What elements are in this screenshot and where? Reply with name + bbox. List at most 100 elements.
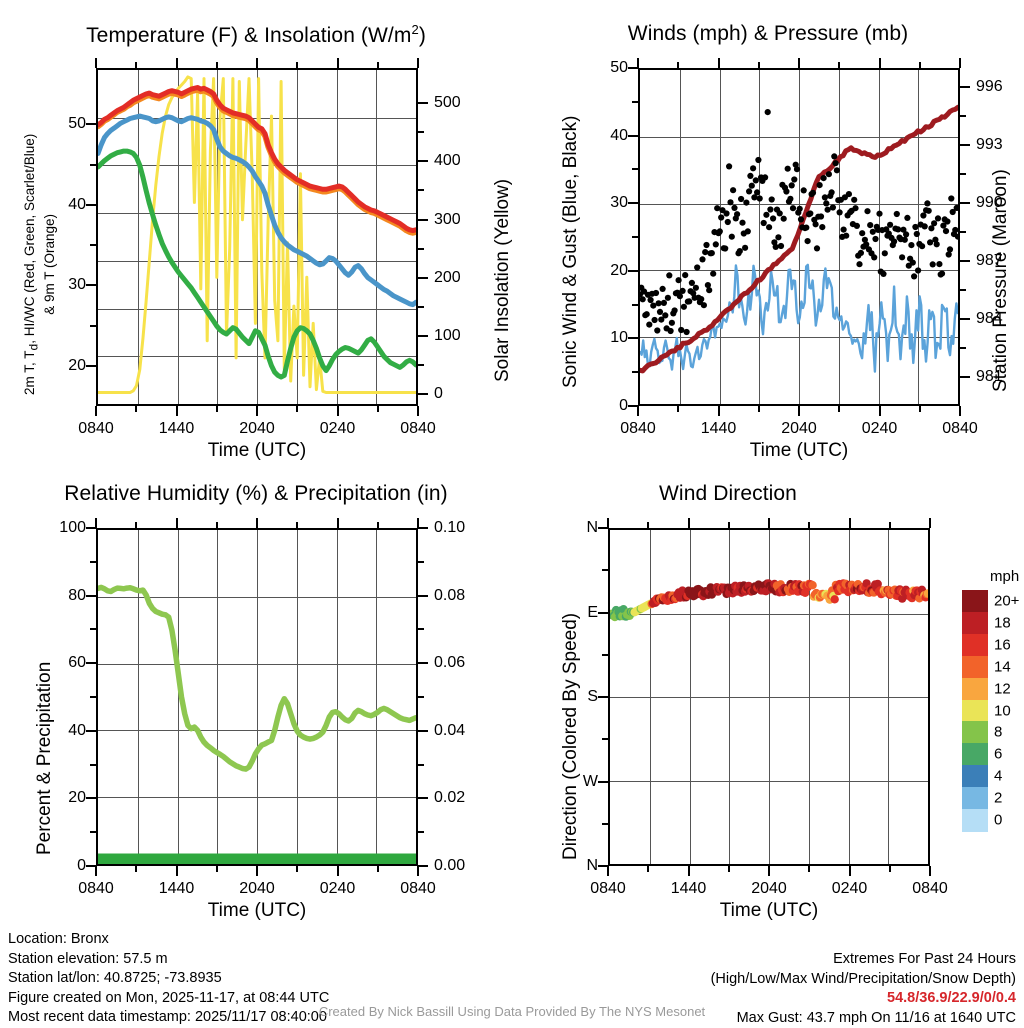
axis-tick xyxy=(86,730,96,732)
x-axis-tick-label: 1440 xyxy=(159,880,195,898)
extremes-subtitle: (High/Low/Max Wind/Precipitation/Snow De… xyxy=(711,970,1016,990)
axis-tick xyxy=(337,518,339,528)
axis-tick xyxy=(86,204,96,206)
axis-tick xyxy=(90,561,96,563)
y-axis-tick-label: S xyxy=(550,688,598,706)
y2-axis-tick-label: 993 xyxy=(976,136,1003,154)
axis-tick xyxy=(377,866,379,872)
wind-direction-xlabel: Time (UTC) xyxy=(720,900,819,922)
colorbar-label: 16 xyxy=(994,636,1011,653)
panel-temperature-title: Temperature (F) & Insolation (W/m2) xyxy=(0,22,512,48)
y-axis-tick-label: 50 xyxy=(580,59,628,77)
y-axis-tick-label: 60 xyxy=(38,654,86,672)
axis-tick xyxy=(758,62,760,68)
wind-direction-points xyxy=(610,530,928,864)
winds-xlabel: Time (UTC) xyxy=(750,440,849,462)
axis-tick xyxy=(632,101,638,103)
axis-tick xyxy=(90,628,96,630)
axis-tick xyxy=(216,62,218,68)
axis-tick xyxy=(86,595,96,597)
colorbar-swatch xyxy=(962,743,988,766)
axis-tick xyxy=(418,219,428,221)
axis-tick xyxy=(718,406,720,416)
axis-tick xyxy=(628,135,638,137)
axis-tick xyxy=(418,160,428,162)
axis-tick xyxy=(808,522,810,528)
y-axis-tick-label: 80 xyxy=(38,587,86,605)
axis-tick xyxy=(959,58,961,68)
axis-tick xyxy=(176,58,178,68)
colorbar-swatch xyxy=(962,678,988,701)
footer-latlon: Station lat/lon: 40.8725; -73.8935 xyxy=(8,969,329,989)
axis-tick xyxy=(418,189,424,191)
axis-tick xyxy=(337,866,339,876)
y2-axis-tick-label: 0.08 xyxy=(434,587,465,605)
colorbar-label: 4 xyxy=(994,768,1002,785)
y-axis-tick-label: 40 xyxy=(580,127,628,145)
axis-tick xyxy=(417,406,419,416)
y-axis-tick-label: 10 xyxy=(580,329,628,347)
axis-tick xyxy=(256,406,258,416)
x-axis-tick-label: 0840 xyxy=(400,420,436,438)
axis-tick xyxy=(296,866,298,872)
y2-axis-tick-label: 981 xyxy=(976,368,1003,386)
axis-tick xyxy=(960,318,970,320)
axis-tick xyxy=(176,406,178,416)
x-axis-tick-label: 0840 xyxy=(942,420,978,438)
axis-tick xyxy=(919,406,921,412)
axis-tick xyxy=(417,518,419,528)
x-axis-tick-label: 0840 xyxy=(78,880,114,898)
y-axis-tick-label: 30 xyxy=(38,276,86,294)
axis-tick xyxy=(256,518,258,528)
axis-tick xyxy=(256,58,258,68)
axis-tick xyxy=(135,866,137,872)
axis-tick xyxy=(929,518,931,528)
x-axis-tick-label: 2040 xyxy=(751,880,787,898)
colorbar-swatch xyxy=(962,809,988,832)
axis-tick xyxy=(879,406,881,416)
figure-credit: Created By Nick Bassill Using Data Provi… xyxy=(0,1004,1024,1019)
humidity-xlabel: Time (UTC) xyxy=(208,900,307,922)
axis-tick xyxy=(418,764,424,766)
y2-axis-tick-label: 990 xyxy=(976,194,1003,212)
axis-tick xyxy=(418,335,428,337)
axis-tick xyxy=(418,595,428,597)
axis-tick xyxy=(960,347,966,349)
colorbar-label: 12 xyxy=(994,680,1011,697)
axis-tick xyxy=(256,866,258,876)
temperature-xlabel: Time (UTC) xyxy=(208,440,307,462)
axis-tick xyxy=(418,102,428,104)
axis-tick xyxy=(135,522,137,528)
x-axis-tick-label: 0240 xyxy=(320,880,356,898)
axis-tick xyxy=(632,371,638,373)
colorbar-label: 0 xyxy=(994,812,1002,829)
axis-tick xyxy=(889,866,891,872)
axis-tick xyxy=(86,797,96,799)
x-axis-tick-label: 1440 xyxy=(671,880,707,898)
axis-tick xyxy=(637,58,639,68)
axis-tick xyxy=(602,738,608,740)
axis-tick xyxy=(86,662,96,664)
axis-tick xyxy=(960,289,966,291)
y-axis-tick-label: 40 xyxy=(38,196,86,214)
axis-tick xyxy=(598,781,608,783)
y2-axis-tick-label: 400 xyxy=(434,152,461,170)
axis-tick xyxy=(337,406,339,416)
axis-tick xyxy=(418,306,424,308)
axis-tick xyxy=(960,260,970,262)
axis-tick xyxy=(768,518,770,528)
colorbar-swatch xyxy=(962,700,988,723)
y2-axis-tick-label: 200 xyxy=(434,269,461,287)
wind-direction-plot-area xyxy=(608,528,930,866)
y2-axis-tick-label: 0.00 xyxy=(434,857,465,875)
axis-tick xyxy=(598,696,608,698)
x-axis-tick-label: 2040 xyxy=(239,880,275,898)
winds-traces xyxy=(640,70,958,404)
axis-tick xyxy=(960,376,970,378)
x-axis-tick-label: 0240 xyxy=(862,420,898,438)
colorbar-title: mph xyxy=(990,568,1019,585)
axis-tick xyxy=(135,62,137,68)
y2-axis-tick-label: 300 xyxy=(434,211,461,229)
panel-humidity-title: Relative Humidity (%) & Precipitation (i… xyxy=(0,482,512,506)
axis-tick xyxy=(418,696,424,698)
